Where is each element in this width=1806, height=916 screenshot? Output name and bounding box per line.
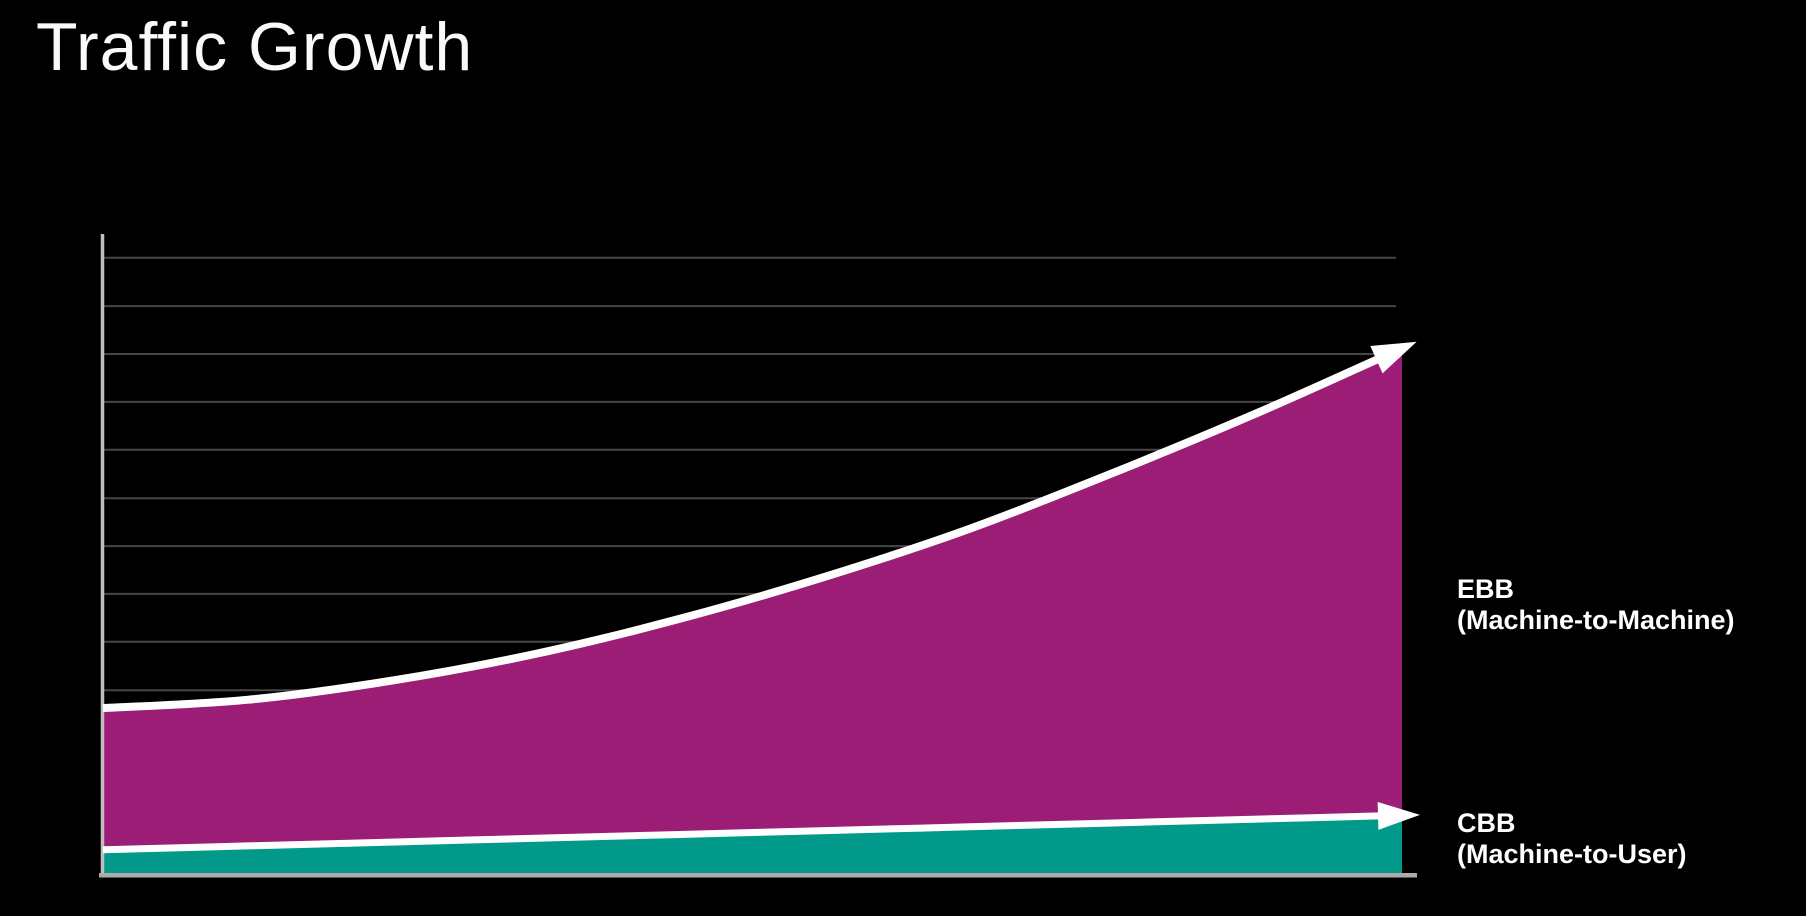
ebb-line: [102, 344, 1404, 713]
series-label-cbb-line2: (Machine-to-User): [1457, 839, 1687, 869]
series-label-ebb: EBB (Machine-to-Machine): [1457, 574, 1735, 636]
cbb-arrowhead-icon: [1377, 801, 1420, 830]
page-title: Traffic Growth: [36, 9, 474, 85]
series-label-ebb-line1: EBB: [1457, 574, 1515, 604]
cbb-line: [102, 811, 1403, 854]
series-label-ebb-line2: (Machine-to-Machine): [1457, 605, 1735, 635]
cbb-area: [103, 815, 1402, 873]
series-label-cbb-line1: CBB: [1457, 808, 1516, 838]
ebb-arrowhead-icon: [1370, 341, 1417, 374]
series-label-cbb: CBB (Machine-to-User): [1457, 808, 1687, 870]
